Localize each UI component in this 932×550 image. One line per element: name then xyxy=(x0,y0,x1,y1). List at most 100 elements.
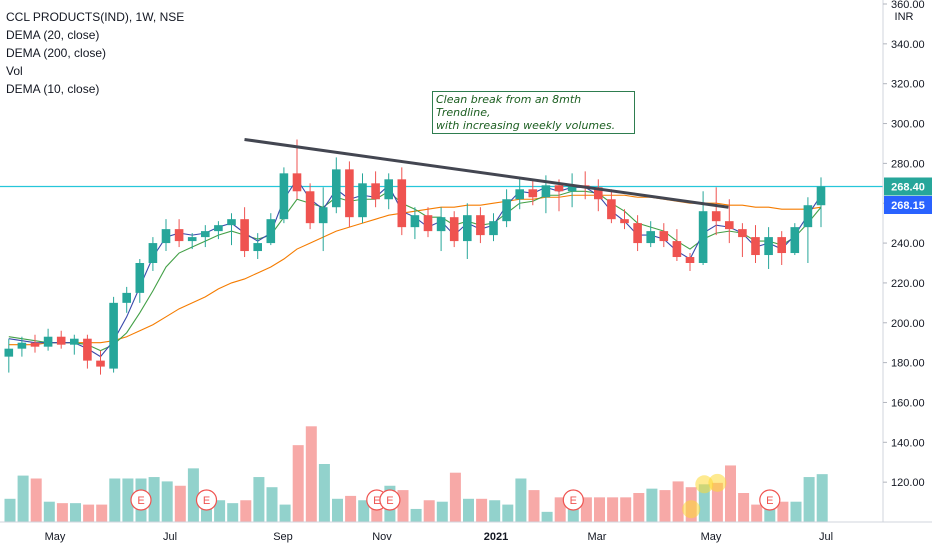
price-tick-label: 180.00 xyxy=(891,358,925,370)
volume-bar xyxy=(489,500,501,522)
trendline[interactable] xyxy=(244,137,729,209)
legend-dema200[interactable]: DEMA (200, close) xyxy=(6,46,107,60)
price-tag-box xyxy=(884,177,932,196)
time-tick-label: Jul xyxy=(819,531,833,543)
candle-body xyxy=(423,215,433,232)
candle-body xyxy=(292,173,302,192)
price-axis[interactable]: 120.00 140.00 160.00 180.00 200.00 220.00 240.… xyxy=(883,0,925,489)
candle-body xyxy=(725,221,734,230)
candle-body xyxy=(711,211,721,222)
candle-body xyxy=(541,185,551,198)
candle-body xyxy=(318,207,328,224)
volume-bar xyxy=(777,501,789,522)
candle-body xyxy=(371,183,380,200)
volume-bar xyxy=(318,464,330,522)
volume-bar xyxy=(476,498,488,522)
volume-bar xyxy=(659,490,671,522)
earnings-marker-label: E xyxy=(373,495,380,507)
candle-body xyxy=(240,219,249,252)
earnings-marker-label: E xyxy=(570,495,577,507)
earnings-marker[interactable] xyxy=(562,489,584,511)
volume-bar xyxy=(738,493,750,522)
legend-volume[interactable]: Vol xyxy=(6,64,23,78)
price-tick-label: 220.00 xyxy=(891,278,925,290)
volume-bar xyxy=(711,482,723,522)
candle-body xyxy=(148,243,158,263)
annotation-note[interactable]: Clean break from an 8mth Trendline, with… xyxy=(432,91,635,134)
volume-bar xyxy=(30,478,42,522)
candle-body xyxy=(83,338,92,361)
volume-bar xyxy=(463,498,474,522)
time-tick-label: May xyxy=(45,531,66,543)
candle-body xyxy=(449,217,459,242)
resistance-trendline[interactable] xyxy=(244,137,729,209)
candle-body xyxy=(253,243,262,252)
volume-bar xyxy=(790,501,802,522)
volume-bar xyxy=(332,498,343,522)
volume-bar xyxy=(187,468,199,522)
volume-bar xyxy=(751,504,763,522)
volume-bar xyxy=(96,504,108,522)
candle-body xyxy=(620,219,629,224)
candle-body xyxy=(122,292,131,303)
price-tag-label: 268.15 xyxy=(891,200,925,212)
candle-body xyxy=(30,342,40,347)
volume-bar xyxy=(305,426,317,522)
volume-bar xyxy=(554,497,566,522)
earnings-marker-label: E xyxy=(137,495,144,507)
candle-body xyxy=(790,227,800,254)
candle-body xyxy=(266,219,276,244)
candle-body xyxy=(633,223,642,244)
earnings-marker[interactable] xyxy=(130,489,152,511)
volume-bar xyxy=(541,511,553,522)
volume-bar xyxy=(345,495,357,522)
volume-bar xyxy=(279,504,291,522)
volume-bar xyxy=(580,497,592,522)
candle-body xyxy=(672,241,682,258)
volume-bar xyxy=(502,504,514,522)
volume-bar xyxy=(4,498,16,522)
price-tick-label: 140.00 xyxy=(891,437,925,449)
volume-bar xyxy=(83,504,95,522)
candle-body xyxy=(515,189,524,200)
volume-bar xyxy=(594,497,605,522)
time-tick-label: May xyxy=(701,531,722,543)
earnings-marker[interactable] xyxy=(195,489,218,511)
volume-bar xyxy=(436,501,448,522)
volume-bar xyxy=(201,500,212,522)
volume-bar xyxy=(515,478,527,522)
candle-body xyxy=(384,179,393,200)
volume-bar xyxy=(528,490,540,522)
note-line-2: with increasing weekly volumes. xyxy=(436,119,616,132)
volume-bar xyxy=(633,493,645,522)
time-tick-label: Nov xyxy=(372,531,392,543)
volume-bar xyxy=(620,497,632,522)
time-axis[interactable]: May Jul Sep Nov 2021 Mar May Jul xyxy=(45,531,833,543)
legend-title[interactable]: CCL PRODUCTS(IND), 1W, NSE xyxy=(6,10,185,24)
currency-label: INR xyxy=(895,11,914,23)
legend: CCL PRODUCTS(IND), 1W, NSE DEMA (20, clo… xyxy=(6,8,184,98)
candle-body xyxy=(397,179,407,228)
candle-body xyxy=(436,217,446,232)
candle-body xyxy=(567,185,577,192)
volume-bar xyxy=(174,485,186,522)
price-tag-label: 268.40 xyxy=(891,181,925,193)
legend-dema20[interactable]: DEMA (20, close) xyxy=(6,28,100,42)
volume-bar xyxy=(410,508,422,522)
price-tick-label: 280.00 xyxy=(891,158,925,170)
candle-body xyxy=(279,173,289,220)
price-tick-label: 160.00 xyxy=(891,397,925,409)
candle-body xyxy=(174,229,184,242)
volume-bar xyxy=(698,484,710,522)
legend-dema10[interactable]: DEMA (10, close) xyxy=(6,82,100,96)
candle-body xyxy=(476,215,485,236)
candle-body xyxy=(607,199,616,220)
price-tick-label: 340.00 xyxy=(891,39,925,51)
earnings-marker[interactable] xyxy=(379,489,401,511)
candle-body xyxy=(161,229,171,244)
candle-body xyxy=(594,187,603,200)
highlight-dot xyxy=(695,475,714,494)
candle-body xyxy=(201,231,210,238)
earnings-marker[interactable] xyxy=(759,489,781,511)
